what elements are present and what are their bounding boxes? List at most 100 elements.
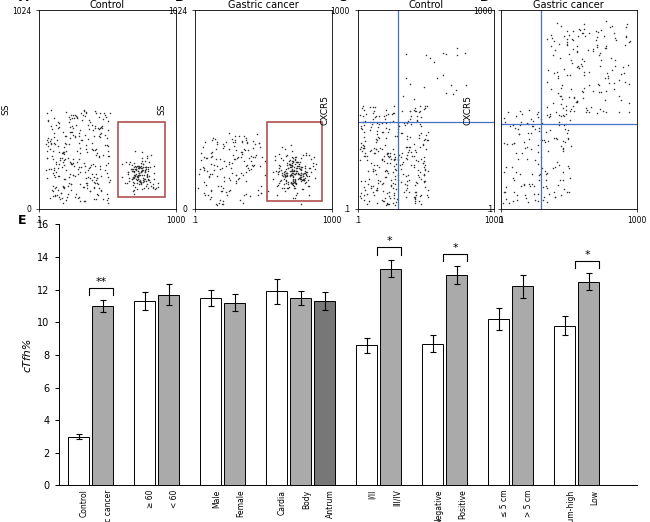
- Point: [558, 137, 568, 145]
- Point: [541, 182, 551, 191]
- Point: [572, 97, 582, 105]
- Point: [140, 163, 150, 171]
- Point: [285, 171, 296, 179]
- Point: [90, 146, 101, 155]
- Point: [541, 169, 552, 177]
- Point: [370, 112, 381, 120]
- Point: [205, 185, 216, 194]
- X-axis label: ICOS: ICOS: [415, 227, 437, 236]
- Point: [296, 200, 306, 208]
- Point: [135, 163, 145, 172]
- Point: [291, 164, 301, 172]
- Point: [542, 198, 552, 206]
- Point: [90, 195, 101, 204]
- Point: [207, 170, 217, 178]
- Point: [211, 145, 221, 153]
- Point: [137, 154, 148, 162]
- Point: [560, 125, 571, 133]
- Point: [419, 105, 429, 114]
- Point: [355, 110, 365, 118]
- Point: [296, 173, 306, 181]
- Point: [135, 176, 146, 185]
- Point: [125, 158, 135, 166]
- Point: [60, 174, 70, 183]
- Point: [500, 195, 511, 203]
- Point: [129, 159, 139, 167]
- Point: [274, 161, 284, 169]
- Point: [75, 126, 85, 135]
- Point: [277, 184, 287, 192]
- Point: [287, 171, 298, 179]
- Point: [90, 124, 100, 132]
- Point: [248, 162, 259, 170]
- Point: [292, 189, 302, 197]
- Bar: [200, 298, 221, 485]
- Point: [562, 34, 572, 43]
- Point: [419, 171, 429, 180]
- Bar: [134, 301, 155, 485]
- Point: [601, 43, 612, 52]
- Point: [42, 134, 53, 143]
- Point: [294, 174, 305, 183]
- Point: [298, 175, 309, 184]
- X-axis label: ICOS: ICOS: [558, 227, 580, 236]
- Point: [72, 114, 82, 122]
- Point: [355, 156, 365, 164]
- Point: [270, 152, 280, 160]
- Text: *: *: [452, 243, 458, 253]
- Point: [300, 173, 310, 182]
- Point: [209, 161, 220, 169]
- Point: [402, 132, 412, 140]
- Point: [48, 192, 58, 200]
- Point: [371, 127, 382, 135]
- Point: [568, 102, 578, 111]
- Point: [410, 146, 420, 155]
- Point: [212, 137, 222, 146]
- Point: [239, 157, 250, 165]
- Point: [573, 32, 584, 40]
- Point: [404, 146, 414, 154]
- Point: [225, 185, 235, 194]
- Point: [58, 147, 69, 156]
- Point: [410, 107, 421, 115]
- Point: [592, 80, 603, 89]
- Point: [198, 189, 209, 198]
- Point: [140, 168, 151, 176]
- Point: [545, 112, 555, 120]
- Title: Gastric cancer: Gastric cancer: [534, 0, 604, 10]
- Point: [300, 167, 311, 175]
- Point: [55, 195, 65, 203]
- Point: [129, 167, 139, 175]
- Point: [378, 197, 388, 205]
- Point: [568, 45, 578, 53]
- Point: [96, 186, 106, 194]
- Point: [148, 183, 159, 192]
- Point: [566, 141, 577, 150]
- Point: [103, 173, 113, 181]
- Point: [523, 120, 533, 128]
- Point: [253, 186, 263, 194]
- Point: [282, 164, 293, 173]
- Point: [101, 113, 111, 122]
- Point: [416, 122, 426, 130]
- Point: [306, 155, 316, 163]
- Point: [389, 153, 400, 161]
- Point: [369, 107, 379, 115]
- Point: [526, 145, 536, 153]
- Point: [384, 188, 395, 196]
- Point: [541, 35, 552, 44]
- Point: [378, 197, 389, 205]
- Point: [138, 163, 149, 171]
- Point: [396, 160, 407, 168]
- Point: [274, 167, 284, 175]
- Point: [281, 184, 292, 193]
- Point: [508, 138, 519, 147]
- Point: [131, 174, 141, 183]
- Point: [66, 160, 76, 168]
- Point: [208, 134, 218, 142]
- Point: [136, 163, 146, 172]
- Text: > 5 cm: > 5 cm: [524, 490, 533, 517]
- Point: [94, 132, 104, 140]
- Point: [275, 177, 285, 186]
- Point: [243, 164, 254, 172]
